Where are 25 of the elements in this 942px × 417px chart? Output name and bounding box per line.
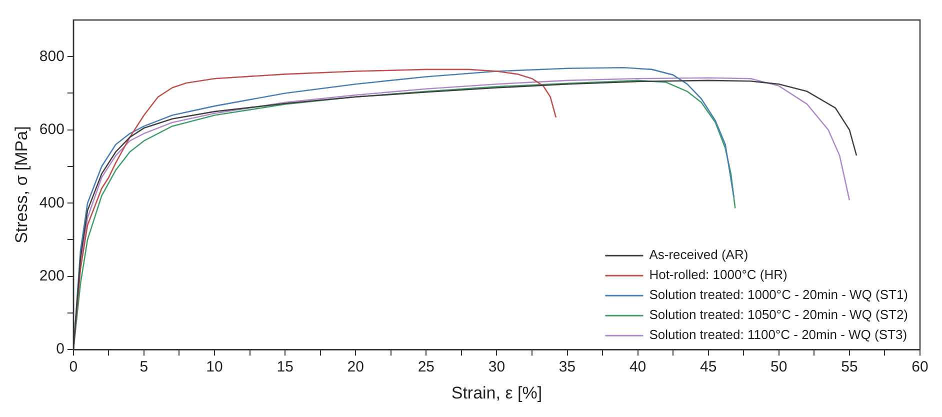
x-tick-label: 40: [629, 358, 646, 376]
x-tick-label: 15: [276, 358, 294, 376]
legend-label: Hot-rolled: 1000°C (HR): [649, 267, 788, 282]
x-axis-title: Strain, ε [%]: [451, 383, 542, 402]
legend-label: As-received (AR): [649, 247, 748, 262]
x-tick-label: 30: [488, 358, 506, 376]
y-axis-title: Stress, σ [MPa]: [12, 126, 31, 244]
legend-label: Solution treated: 1000°C - 20min - WQ (ST1): [649, 287, 908, 302]
x-tick-label: 25: [418, 358, 435, 376]
x-tick-label: 5: [140, 358, 148, 376]
y-tick-label: 200: [39, 267, 64, 284]
x-tick-label: 35: [558, 358, 576, 376]
y-tick-label: 0: [56, 340, 64, 358]
x-tick-label: 10: [206, 358, 223, 376]
x-tick-label: 60: [912, 358, 928, 376]
legend-label: Solution treated: 1050°C - 20min - WQ (ST2): [649, 307, 908, 322]
x-tick-label: 45: [700, 358, 717, 376]
legend-label: Solution treated: 1100°C - 20min - WQ (ST3): [649, 327, 908, 342]
y-tick-label: 400: [39, 194, 64, 212]
x-tick-label: 55: [841, 358, 858, 376]
y-tick-label: 800: [39, 48, 64, 65]
x-tick-label: 50: [770, 358, 788, 376]
y-tick-label: 600: [39, 121, 64, 138]
x-tick-label: 0: [69, 358, 78, 376]
x-tick-label: 20: [347, 358, 364, 376]
